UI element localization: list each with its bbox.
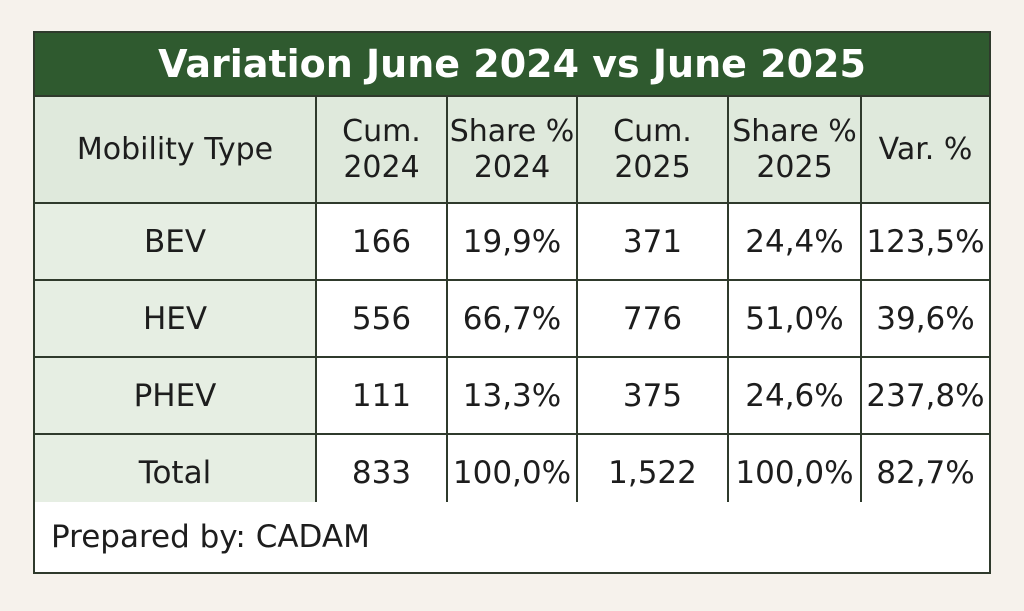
mobility-type-cell: PHEV (35, 356, 317, 435)
mobility-type-cell: Total (35, 433, 317, 512)
table-row: HEV 556 66,7% 776 51,0% 39,6% (35, 279, 989, 358)
table-title: Variation June 2024 vs June 2025 (35, 33, 989, 97)
table-cell: 556 (315, 279, 448, 358)
table-cell: 24,4% (727, 202, 862, 281)
header-row: Mobility Type Cum. 2024 Share % 2024 Cum… (35, 97, 989, 204)
table-cell: 24,6% (727, 356, 862, 435)
data-table-container: Variation June 2024 vs June 2025 Mobilit… (33, 31, 991, 574)
column-header: Share % 2025 (727, 97, 862, 204)
table-cell: 237,8% (860, 356, 989, 435)
column-header: Mobility Type (35, 97, 317, 204)
table-cell: 66,7% (446, 279, 578, 358)
table-cell: 833 (315, 433, 448, 512)
table-cell: 82,7% (860, 433, 989, 512)
table-cell: 166 (315, 202, 448, 281)
table-row: PHEV 111 13,3% 375 24,6% 237,8% (35, 356, 989, 435)
prepared-by-note: Prepared by: CADAM (35, 502, 989, 572)
column-header: Share % 2024 (446, 97, 578, 204)
table-cell: 375 (576, 356, 729, 435)
table-cell: 776 (576, 279, 729, 358)
table-cell: 13,3% (446, 356, 578, 435)
table-cell: 51,0% (727, 279, 862, 358)
column-header: Cum. 2025 (576, 97, 729, 204)
table-cell: 19,9% (446, 202, 578, 281)
column-header: Var. % (860, 97, 989, 204)
table-cell: 111 (315, 356, 448, 435)
table-row: BEV 166 19,9% 371 24,4% 123,5% (35, 202, 989, 281)
mobility-type-cell: BEV (35, 202, 317, 281)
table-cell: 39,6% (860, 279, 989, 358)
table-cell: 1,522 (576, 433, 729, 512)
table-cell: 371 (576, 202, 729, 281)
column-header: Cum. 2024 (315, 97, 448, 204)
table-row-total: Total 833 100,0% 1,522 100,0% 82,7% (35, 433, 989, 512)
table-cell: 100,0% (727, 433, 862, 512)
mobility-type-cell: HEV (35, 279, 317, 358)
table-cell: 123,5% (860, 202, 989, 281)
data-table: Mobility Type Cum. 2024 Share % 2024 Cum… (35, 97, 989, 512)
table-cell: 100,0% (446, 433, 578, 512)
